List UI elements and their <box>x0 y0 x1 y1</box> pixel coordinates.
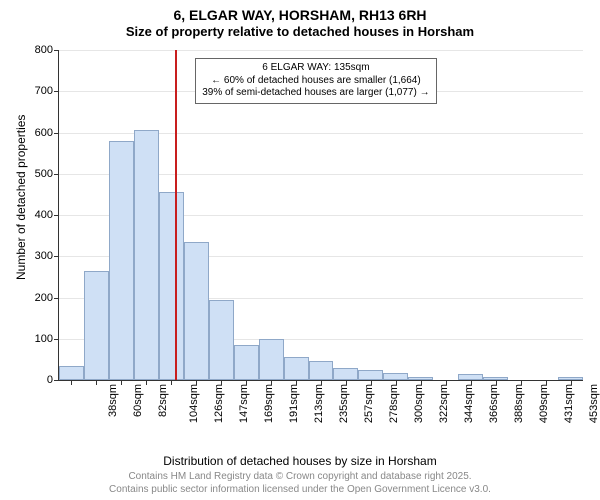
ytick-label: 800 <box>35 44 59 56</box>
xtick-label: 453sqm <box>588 384 600 423</box>
annotation-line: 39% of semi-detached houses are larger (… <box>202 87 429 100</box>
xtick-label: 191sqm <box>288 384 300 423</box>
xtick-label: 366sqm <box>488 384 500 423</box>
xtick-mark <box>221 380 222 385</box>
histogram-bar <box>358 370 383 380</box>
xtick-mark <box>471 380 472 385</box>
histogram-bar <box>159 192 184 380</box>
histogram-bar <box>59 366 84 380</box>
ytick-label: 300 <box>35 250 59 262</box>
ytick-label: 600 <box>35 127 59 139</box>
x-axis-label: Distribution of detached houses by size … <box>0 454 600 468</box>
xtick-label: 169sqm <box>263 384 275 423</box>
histogram-bar <box>209 300 234 380</box>
y-axis-label: Number of detached properties <box>14 115 28 280</box>
xtick-label: 60sqm <box>132 384 144 417</box>
xtick-mark <box>321 380 322 385</box>
ytick-label: 0 <box>47 374 59 386</box>
xtick-mark <box>396 380 397 385</box>
histogram-bar <box>109 141 134 380</box>
xtick-label: 322sqm <box>438 384 450 423</box>
xtick-mark <box>446 380 447 385</box>
xtick-mark <box>71 380 72 385</box>
xtick-label: 38sqm <box>108 384 120 417</box>
xtick-mark <box>246 380 247 385</box>
chart-container: 6, ELGAR WAY, HORSHAM, RH13 6RH Size of … <box>0 0 600 500</box>
xtick-mark <box>96 380 97 385</box>
xtick-label: 235sqm <box>338 384 350 423</box>
xtick-mark <box>371 380 372 385</box>
annotation-box: 6 ELGAR WAY: 135sqm← 60% of detached hou… <box>195 58 436 104</box>
histogram-bar <box>234 345 259 380</box>
xtick-mark <box>346 380 347 385</box>
histogram-bar <box>84 271 109 380</box>
ytick-label: 700 <box>35 85 59 97</box>
ytick-label: 400 <box>35 209 59 221</box>
annotation-line: 6 ELGAR WAY: 135sqm <box>202 62 429 75</box>
marker-line <box>175 50 177 380</box>
xtick-mark <box>271 380 272 385</box>
xtick-label: 213sqm <box>313 384 325 423</box>
histogram-bar <box>284 357 309 380</box>
ytick-label: 200 <box>35 292 59 304</box>
gridline <box>59 50 583 51</box>
histogram-bar <box>383 373 408 380</box>
xtick-mark <box>296 380 297 385</box>
ytick-label: 500 <box>35 168 59 180</box>
chart-title: 6, ELGAR WAY, HORSHAM, RH13 6RH <box>0 0 600 24</box>
xtick-mark <box>546 380 547 385</box>
xtick-label: 82sqm <box>157 384 169 417</box>
xtick-label: 388sqm <box>513 384 525 423</box>
xtick-mark <box>421 380 422 385</box>
xtick-label: 147sqm <box>238 384 250 423</box>
histogram-bar <box>333 368 358 380</box>
xtick-mark <box>521 380 522 385</box>
xtick-label: 278sqm <box>388 384 400 423</box>
histogram-bar <box>259 339 284 380</box>
ytick-label: 100 <box>35 333 59 345</box>
xtick-mark <box>171 380 172 385</box>
xtick-mark <box>571 380 572 385</box>
plot-area: 010020030040050060070080038sqm60sqm82sqm… <box>58 50 583 381</box>
chart-subtitle: Size of property relative to detached ho… <box>0 24 600 40</box>
histogram-bar <box>134 130 159 380</box>
xtick-mark <box>146 380 147 385</box>
xtick-label: 300sqm <box>413 384 425 423</box>
histogram-bar <box>184 242 209 380</box>
xtick-mark <box>121 380 122 385</box>
chart-footer: Contains HM Land Registry data © Crown c… <box>0 471 600 496</box>
xtick-label: 126sqm <box>213 384 225 423</box>
xtick-mark <box>496 380 497 385</box>
xtick-mark <box>196 380 197 385</box>
xtick-label: 409sqm <box>538 384 550 423</box>
footer-line: Contains HM Land Registry data © Crown c… <box>0 471 600 484</box>
xtick-label: 431sqm <box>563 384 575 423</box>
annotation-line: ← 60% of detached houses are smaller (1,… <box>202 75 429 88</box>
footer-line: Contains public sector information licen… <box>0 484 600 497</box>
histogram-bar <box>309 361 334 380</box>
xtick-label: 344sqm <box>463 384 475 423</box>
xtick-label: 104sqm <box>188 384 200 423</box>
xtick-label: 257sqm <box>363 384 375 423</box>
